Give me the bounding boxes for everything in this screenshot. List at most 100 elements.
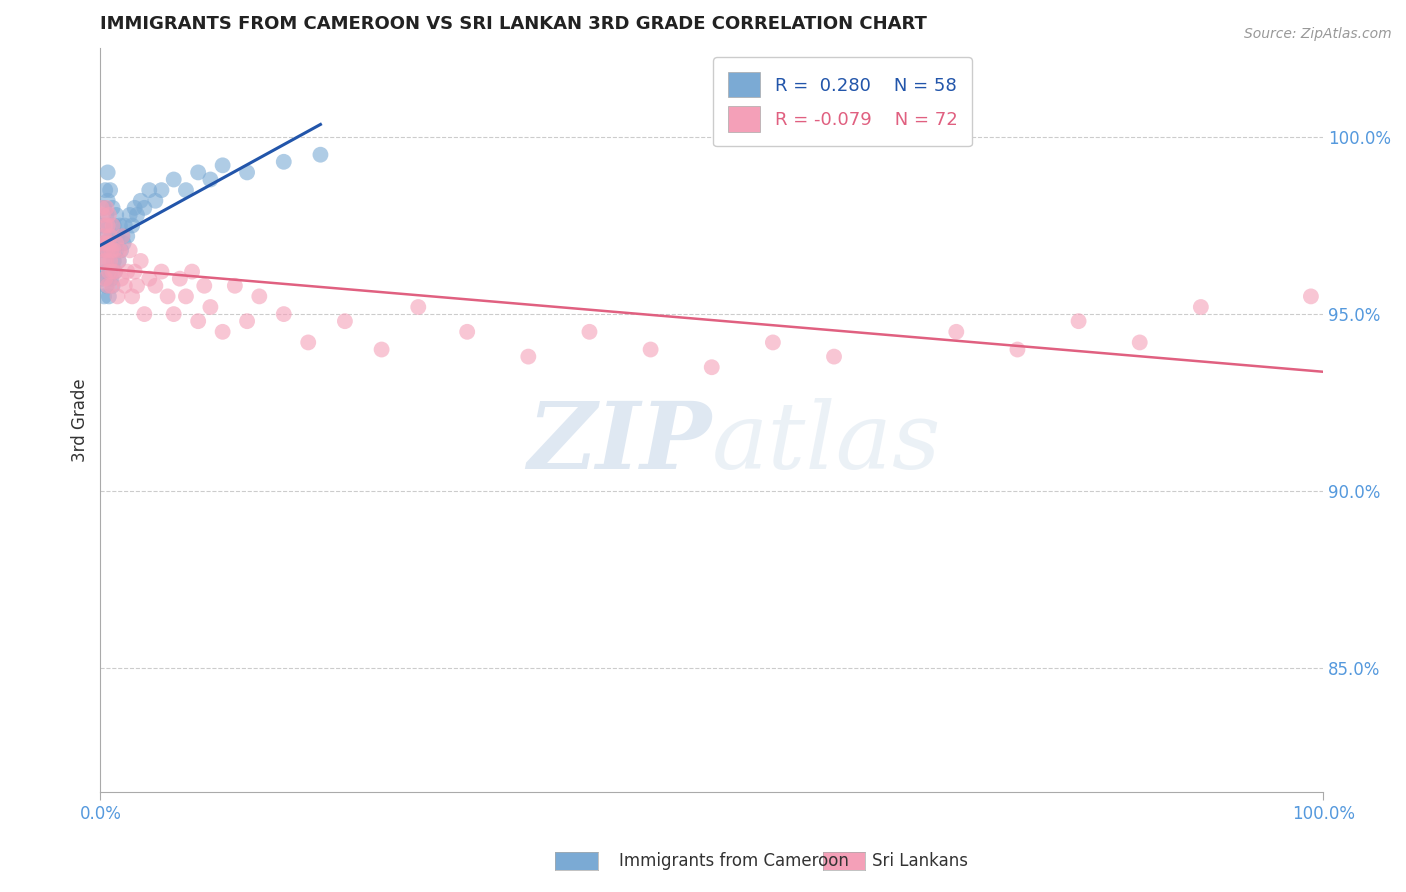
Point	[96, 208, 118, 222]
Point	[96, 201, 118, 215]
Point	[94, 271, 117, 285]
Point	[1189, 300, 1212, 314]
Point	[945, 325, 967, 339]
Point	[150, 264, 173, 278]
Point	[145, 194, 167, 208]
Legend: R =  0.280    N = 58, R = -0.079    N = 72: R = 0.280 N = 58, R = -0.079 N = 72	[713, 57, 972, 146]
Point	[273, 154, 295, 169]
Text: IMMIGRANTS FROM CAMEROON VS SRI LANKAN 3RD GRADE CORRELATION CHART: IMMIGRANTS FROM CAMEROON VS SRI LANKAN 3…	[100, 15, 927, 33]
Point	[97, 278, 120, 293]
Point	[105, 236, 128, 251]
Point	[111, 229, 134, 244]
Point	[138, 183, 160, 197]
Point	[94, 219, 117, 233]
Point	[94, 229, 117, 244]
Text: Sri Lankans: Sri Lankans	[872, 852, 967, 870]
Point	[91, 219, 114, 233]
Point	[96, 236, 118, 251]
Point	[107, 289, 129, 303]
Point	[193, 278, 215, 293]
Point	[134, 201, 156, 215]
Point	[97, 236, 120, 251]
Point	[578, 325, 600, 339]
Point	[211, 158, 233, 172]
Point	[97, 244, 120, 258]
Point	[174, 289, 197, 303]
Point	[107, 254, 129, 268]
Point	[97, 244, 120, 258]
Text: Immigrants from Cameroon: Immigrants from Cameroon	[619, 852, 848, 870]
Point	[98, 254, 121, 268]
Point	[112, 236, 135, 251]
Point	[1007, 343, 1029, 357]
Point	[124, 201, 146, 215]
Point	[103, 254, 125, 268]
Point	[100, 244, 122, 258]
Point	[93, 236, 115, 251]
Point	[156, 289, 179, 303]
Point	[640, 343, 662, 357]
Point	[94, 264, 117, 278]
Point	[104, 236, 127, 251]
Point	[97, 289, 120, 303]
Point	[125, 208, 148, 222]
Point	[700, 360, 723, 375]
Point	[169, 271, 191, 285]
Point	[121, 289, 143, 303]
Point	[97, 194, 120, 208]
Point	[150, 183, 173, 197]
Point	[101, 278, 124, 293]
Point	[90, 271, 112, 285]
Point	[181, 264, 204, 278]
Point	[406, 300, 429, 314]
Point	[129, 254, 152, 268]
Point	[200, 300, 222, 314]
Point	[823, 350, 845, 364]
Point	[93, 254, 115, 268]
Point	[273, 307, 295, 321]
Point	[101, 219, 124, 233]
Point	[108, 244, 131, 258]
Point	[98, 236, 121, 251]
Point	[104, 264, 127, 278]
Point	[93, 229, 115, 244]
Point	[117, 229, 139, 244]
Point	[118, 208, 141, 222]
Point	[91, 208, 114, 222]
Point	[97, 264, 120, 278]
Point	[90, 201, 112, 215]
Point	[762, 335, 785, 350]
Point	[124, 264, 146, 278]
Point	[187, 314, 209, 328]
Y-axis label: 3rd Grade: 3rd Grade	[72, 378, 89, 462]
Point	[91, 236, 114, 251]
Point	[129, 194, 152, 208]
Text: Source: ZipAtlas.com: Source: ZipAtlas.com	[1244, 27, 1392, 41]
Point	[97, 165, 120, 179]
Point	[96, 278, 118, 293]
Point	[103, 244, 125, 258]
Point	[94, 244, 117, 258]
Point	[1299, 289, 1322, 303]
Point	[110, 244, 132, 258]
Point	[108, 219, 131, 233]
Point	[1067, 314, 1090, 328]
Point	[107, 229, 129, 244]
Text: ZIP: ZIP	[527, 398, 711, 488]
Point	[111, 229, 134, 244]
Point	[163, 172, 186, 186]
Point	[125, 278, 148, 293]
Point	[174, 183, 197, 197]
Point	[105, 244, 128, 258]
Point	[100, 229, 122, 244]
Point	[145, 278, 167, 293]
Point	[138, 271, 160, 285]
Point	[110, 271, 132, 285]
Point	[103, 219, 125, 233]
Point	[94, 183, 117, 197]
Point	[105, 208, 128, 222]
Point	[297, 335, 319, 350]
Point	[517, 350, 540, 364]
Point	[100, 278, 122, 293]
Point	[96, 254, 118, 268]
